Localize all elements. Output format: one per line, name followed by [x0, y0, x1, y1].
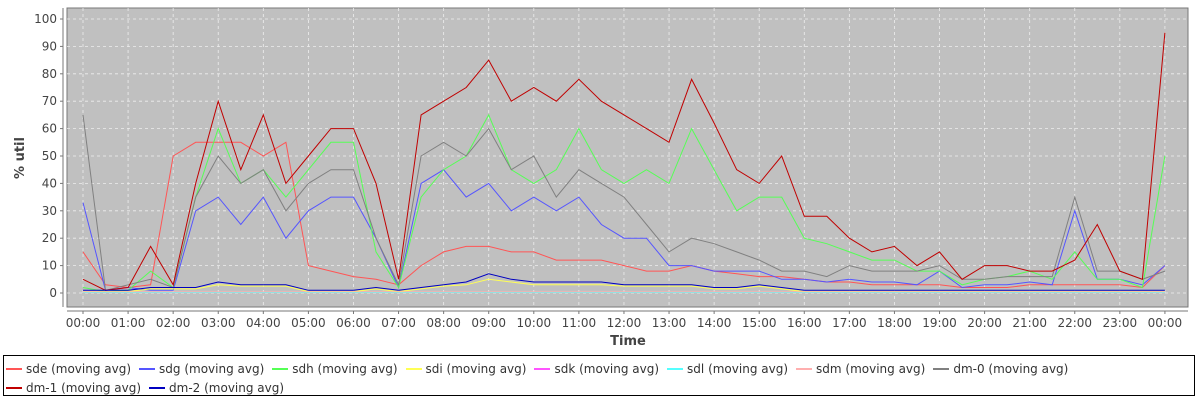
legend-label: dm-1 (moving avg) [26, 381, 142, 395]
legend-label: sdk (moving avg) [554, 362, 660, 376]
line-chart: 0 10 20 30 40 50 60 70 80 90 100 00:00 01:00 02:00 03… [13, 7, 1189, 349]
x-tick-label: 01:00 [111, 316, 146, 330]
x-tick-label: 09:00 [471, 316, 506, 330]
legend-swatch [149, 387, 166, 389]
legend-item: sdk (moving avg) [534, 360, 659, 378]
series-line-sde [82, 141, 1166, 289]
y-tick-label: 80 [42, 67, 57, 81]
y-tick-label: 0 [49, 286, 57, 300]
legend-item: dm-0 (moving avg) [933, 360, 1068, 378]
legend-label: sdm (moving avg) [816, 362, 926, 376]
x-tick-label: 20:00 [967, 316, 1002, 330]
x-tick-label: 06:00 [336, 316, 371, 330]
x-tick-label: 17:00 [832, 316, 867, 330]
legend-swatch [139, 368, 156, 370]
legend-swatch [534, 368, 551, 370]
legend-label: dm-2 (moving avg) [169, 381, 285, 395]
y-tick-label: 60 [42, 122, 57, 136]
y-tick-label: 10 [42, 259, 57, 273]
x-tick-label: 21:00 [1012, 316, 1047, 330]
legend-swatch [6, 387, 22, 389]
legend-label: sdg (moving avg) [159, 362, 265, 376]
x-tick-label: 00:00 [66, 316, 101, 330]
y-tick-label: 30 [42, 204, 57, 218]
legend-swatch [405, 368, 422, 370]
legend-swatch [796, 368, 813, 370]
plot-area [66, 7, 1189, 308]
x-tick-label: 11:00 [562, 316, 597, 330]
x-tick-label: 02:00 [156, 316, 191, 330]
x-tick-label: 05:00 [291, 316, 326, 330]
x-tick-label: 23:00 [1103, 316, 1138, 330]
x-tick-label: 13:00 [652, 316, 687, 330]
legend-label: sdh (moving avg) [292, 362, 398, 376]
series-line-dm-0 [82, 114, 1166, 291]
y-tick-label: 40 [42, 176, 57, 190]
legend-label: sdl (moving avg) [687, 362, 789, 376]
series-line-dm-1 [82, 32, 1166, 291]
x-axis-title: Time [610, 334, 646, 349]
legend-item: dm-2 (moving avg) [149, 379, 284, 397]
x-tick-label: 07:00 [381, 316, 416, 330]
legend-swatch [933, 368, 950, 370]
x-tick-label: 16:00 [787, 316, 822, 330]
legend-label: sdi (moving avg) [425, 362, 527, 376]
legend-label: sde (moving avg) [26, 362, 132, 376]
series-line-dm-2 [83, 273, 1165, 291]
y-tick-label: 50 [42, 149, 57, 163]
legend-item: sdh (moving avg) [272, 360, 398, 378]
y-tick-label: 100 [34, 12, 57, 26]
series-line-sdg [82, 169, 1166, 291]
legend-item: sdl (moving avg) [667, 360, 788, 378]
x-tick-label: 19:00 [922, 316, 957, 330]
x-tick-label: 04:00 [246, 316, 281, 330]
x-tick-label: 15:00 [742, 316, 777, 330]
grid [67, 8, 1188, 307]
x-tick-label: 22:00 [1057, 316, 1092, 330]
y-tick-label: 70 [42, 94, 57, 108]
y-tick-label: 20 [42, 231, 57, 245]
legend-swatch [667, 368, 684, 370]
legend-swatch [6, 368, 22, 370]
x-tick-label: 14:00 [697, 316, 732, 330]
legend-item: sdm (moving avg) [796, 360, 925, 378]
x-tick-label: 08:00 [426, 316, 461, 330]
legend: sde (moving avg) sdg (moving avg) sdh (mov… [3, 355, 1195, 396]
x-tick-label: 18:00 [877, 316, 912, 330]
y-axis-title: % util [13, 137, 28, 179]
x-tick-label: 10:00 [517, 316, 552, 330]
y-tick-label: 90 [42, 39, 57, 53]
legend-item: sdg (moving avg) [139, 360, 264, 378]
legend-item: sde (moving avg) [6, 360, 131, 378]
x-tick-label: 12:00 [607, 316, 642, 330]
legend-swatch [272, 368, 289, 370]
legend-label: dm-0 (moving avg) [953, 362, 1069, 376]
x-tick-label: 00:00 [1148, 316, 1183, 330]
legend-item: sdi (moving avg) [405, 360, 527, 378]
legend-item: dm-1 (moving avg) [6, 379, 141, 397]
x-tick-label: 03:00 [201, 316, 236, 330]
